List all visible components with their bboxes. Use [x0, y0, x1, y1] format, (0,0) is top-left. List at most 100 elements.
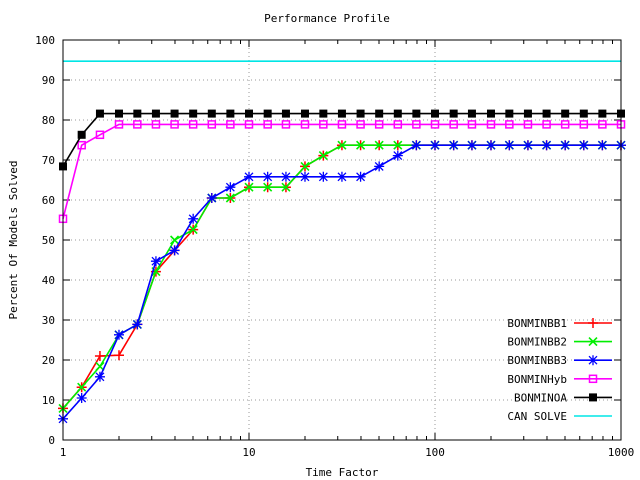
data-point: [280, 171, 291, 182]
data-point: [114, 109, 123, 118]
data-point: [206, 193, 217, 203]
data-point: [150, 256, 161, 267]
data-point: [94, 371, 105, 382]
data-point: [170, 235, 180, 245]
data-point: [598, 109, 607, 118]
data-point: [94, 351, 105, 361]
data-point: [375, 109, 384, 118]
data-point: [337, 109, 346, 118]
y-tick-label: 20: [42, 354, 55, 367]
data-point: [374, 161, 385, 172]
data-point: [281, 109, 290, 118]
data-point: [95, 109, 104, 118]
data-point: [449, 120, 458, 129]
legend-entry: BONMINBB1: [507, 317, 612, 330]
legend: BONMINBB1 BONMINBB2 BONMINBB3 BONMINHyb BONM…: [507, 317, 612, 423]
data-point: [77, 130, 86, 139]
data-point: [598, 120, 607, 129]
data-point: [226, 109, 235, 118]
x-tick-label: 1000: [608, 446, 635, 459]
series-line: [62, 144, 621, 409]
data-point: [300, 161, 310, 171]
data-point: [412, 109, 421, 118]
x-tick-label: 100: [425, 446, 445, 459]
data-point: [133, 109, 142, 118]
data-point: [448, 140, 459, 151]
series-bonminhyb: [58, 120, 626, 224]
y-tick-label: 80: [42, 114, 55, 127]
data-point: [319, 109, 328, 118]
series-line: [62, 144, 621, 409]
legend-entry: BONMINOA: [514, 391, 612, 404]
data-point: [337, 140, 347, 150]
x-tick-label: 10: [242, 446, 255, 459]
data-point: [244, 171, 254, 182]
plot-frame: [62, 39, 622, 441]
data-point: [263, 109, 272, 118]
y-tick-label: 40: [42, 274, 55, 287]
data-point: [523, 109, 532, 118]
data-point: [430, 120, 440, 129]
data-point: [244, 120, 254, 129]
data-point: [588, 318, 598, 328]
data-point: [430, 140, 440, 151]
data-point: [356, 120, 365, 129]
data-point: [151, 120, 161, 129]
data-point: [300, 109, 309, 118]
data-point: [578, 140, 589, 151]
legend-label: BONMINBB3: [507, 354, 567, 367]
data-point: [169, 245, 180, 256]
data-point: [374, 120, 384, 129]
data-point: [485, 140, 496, 151]
data-point: [560, 140, 571, 151]
legend-label: BONMINBB1: [507, 317, 567, 330]
legend-entry: BONMINBB3: [507, 354, 612, 367]
legend-entry: CAN SOLVE: [507, 410, 612, 423]
data-point: [319, 120, 328, 129]
data-point: [189, 109, 198, 118]
legend-label: CAN SOLVE: [507, 410, 567, 423]
data-point: [356, 140, 366, 150]
data-point: [355, 171, 366, 182]
data-point: [504, 140, 515, 151]
data-point: [579, 120, 589, 129]
data-point: [431, 109, 439, 118]
y-tick-label: 60: [42, 194, 55, 207]
data-point: [281, 120, 291, 129]
data-point: [77, 382, 87, 392]
data-point: [95, 361, 105, 371]
data-point: [392, 150, 403, 161]
data-point: [188, 120, 198, 129]
y-tick-label: 0: [48, 434, 55, 447]
data-point: [560, 120, 570, 129]
data-point: [263, 120, 272, 129]
data-point: [588, 355, 598, 366]
data-point: [281, 182, 291, 192]
legend-label: BONMINHyb: [507, 373, 567, 386]
data-point: [95, 130, 105, 140]
chart-title: Performance Profile: [264, 12, 390, 25]
data-point: [542, 120, 551, 129]
y-tick-label: 50: [42, 234, 55, 247]
data-point: [541, 140, 552, 151]
data-point: [170, 120, 179, 129]
data-point: [486, 120, 496, 129]
data-point: [449, 109, 458, 118]
data-point: [522, 140, 533, 151]
series-layer: [58, 60, 626, 424]
data-point: [299, 171, 310, 182]
y-tick-label: 70: [42, 154, 55, 167]
y-tick-label: 100: [35, 34, 55, 47]
data-point: [77, 140, 86, 150]
data-point: [466, 140, 477, 151]
data-point: [245, 109, 253, 118]
data-point: [561, 109, 570, 118]
series-bonminoa: [59, 109, 625, 171]
data-point: [300, 120, 310, 129]
data-point: [263, 182, 273, 192]
data-point: [505, 120, 514, 129]
y-tick-label: 30: [42, 314, 55, 327]
data-point: [505, 109, 514, 118]
